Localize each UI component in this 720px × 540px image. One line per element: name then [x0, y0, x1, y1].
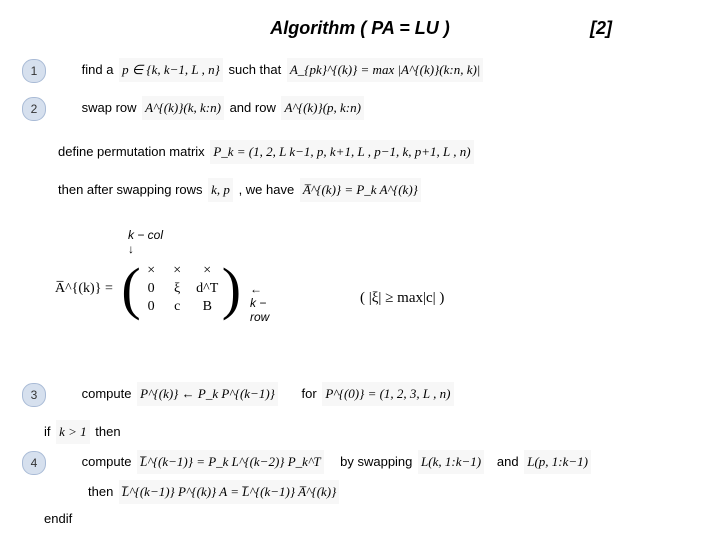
step4-text-a: compute — [82, 454, 132, 469]
step-number-4: 4 — [22, 451, 46, 475]
endif-line: endif — [44, 508, 72, 530]
step1-math-b: A_{pk}^{(k)} = max |A^{(k)}(k:n, k)| — [287, 58, 484, 82]
if-text: if — [44, 424, 51, 439]
row-annot: ← k − row — [250, 282, 269, 324]
m-1-2: d^T — [196, 281, 218, 297]
then-math: L̅^{(k−1)} P^{(k)} A = L̅^{(k−1)} A̅^{(k… — [119, 480, 339, 504]
xi-condition: ( |ξ| ≥ max|c| ) — [360, 290, 444, 307]
m-0-2: × — [196, 263, 218, 279]
m-2-2: B — [196, 299, 218, 315]
then-text: then — [88, 484, 113, 499]
after-math-b: A̅^{(k)} = P_k A^{(k)} — [300, 178, 421, 202]
matrix-block: k − col ↓ A̅^{(k)} = ( × × × 0 ξ d^T 0 c… — [50, 260, 241, 318]
step2-text-b: and row — [230, 100, 276, 115]
step3-text-b: for — [302, 386, 317, 401]
m-2-1: c — [170, 299, 184, 315]
step-1: 1 find a p ∈ {k, k−1, L , n} such that A… — [22, 58, 485, 83]
step-number-2: 2 — [22, 97, 46, 121]
m-2-0: 0 — [144, 299, 158, 315]
step1-text-b: such that — [228, 62, 281, 77]
m-0-1: × — [170, 263, 184, 279]
page-title: Algorithm ( PA = LU ) — [270, 18, 450, 39]
def-math: P_k = (1, 2, L k−1, p, k+1, L , p−1, k, … — [210, 140, 473, 164]
after-text-b: , we have — [239, 182, 295, 197]
step2-text-a: swap row — [82, 100, 137, 115]
step-number-3: 3 — [22, 383, 46, 407]
if-clause: if k > 1 then — [44, 420, 121, 444]
step3-math-b: P^{(0)} = (1, 2, 3, L , n) — [322, 382, 453, 406]
step2-math-b: A^{(k)}(p, k:n) — [281, 96, 364, 120]
step2-math-a: A^{(k)}(k, k:n) — [142, 96, 224, 120]
step-number-1: 1 — [22, 59, 46, 83]
if-then: then — [95, 424, 120, 439]
step-3: 3 compute P^{(k)} ← P_k P^{(k−1)} for P^… — [22, 382, 456, 407]
step4-math-c: L(p, 1:k−1) — [524, 450, 591, 474]
step-4: 4 compute L̅^{(k−1)} = P_k L^{(k−2)} P_k… — [22, 450, 593, 475]
step-2: 2 swap row A^{(k)}(k, k:n) and row A^{(k… — [22, 96, 366, 121]
define-permutation: define permutation matrix P_k = (1, 2, L… — [58, 140, 476, 164]
col-annot: k − col ↓ — [128, 228, 163, 256]
title-row: Algorithm ( PA = LU ) [2] — [0, 18, 720, 39]
step1-text-a: find a — [82, 62, 114, 77]
step3-math-a: P^{(k)} ← P_k P^{(k−1)} — [137, 382, 278, 406]
m-0-0: × — [144, 263, 158, 279]
col-annot-text: k − col — [128, 228, 163, 242]
after-swap: then after swapping rows k, p , we have … — [58, 178, 423, 202]
after-math-a: k, p — [208, 178, 233, 202]
matrix-lhs: A̅^{(k)} = — [52, 280, 116, 298]
if-math: k > 1 — [56, 420, 90, 444]
step4-text-c: and — [497, 454, 519, 469]
step4-math-a: L̅^{(k−1)} = P_k L^{(k−2)} P_k^T — [137, 450, 324, 474]
step3-text-a: compute — [82, 386, 132, 401]
step1-math-a: p ∈ {k, k−1, L , n} — [119, 58, 223, 82]
step4-text-b: by swapping — [340, 454, 412, 469]
endif-text: endif — [44, 511, 72, 526]
after-text-a: then after swapping rows — [58, 182, 203, 197]
def-text: define permutation matrix — [58, 144, 205, 159]
m-1-1: ξ — [170, 281, 184, 297]
matrix-body: ( × × × 0 ξ d^T 0 c B ) — [121, 260, 241, 318]
then-line: then L̅^{(k−1)} P^{(k)} A = L̅^{(k−1)} A… — [88, 480, 341, 504]
title-ref: [2] — [590, 18, 612, 39]
step4-math-b: L(k, 1:k−1) — [418, 450, 484, 474]
m-1-0: 0 — [144, 281, 158, 297]
